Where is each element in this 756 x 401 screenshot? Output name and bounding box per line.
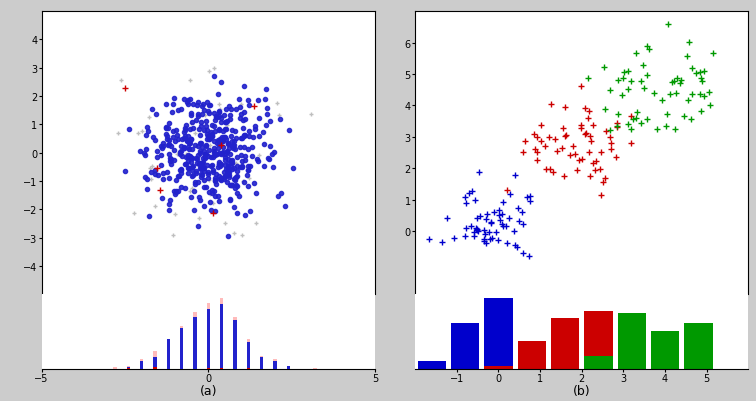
- Bar: [140, 361, 144, 369]
- Bar: [166, 339, 170, 369]
- Bar: [684, 323, 713, 369]
- Bar: [518, 341, 546, 369]
- Bar: [518, 341, 546, 369]
- Bar: [220, 368, 223, 369]
- Bar: [194, 312, 197, 369]
- Bar: [180, 328, 183, 369]
- Bar: [194, 317, 197, 369]
- Bar: [274, 359, 277, 369]
- Bar: [113, 367, 116, 369]
- Bar: [153, 351, 156, 369]
- Bar: [618, 313, 646, 369]
- Bar: [206, 303, 210, 369]
- Bar: [260, 358, 263, 369]
- Bar: [153, 358, 156, 369]
- Bar: [484, 298, 513, 369]
- Bar: [126, 368, 130, 369]
- Bar: [618, 356, 646, 369]
- Bar: [220, 304, 223, 369]
- Bar: [126, 366, 130, 369]
- Bar: [234, 320, 237, 369]
- X-axis label: (a): (a): [200, 385, 217, 397]
- Bar: [234, 317, 237, 369]
- Bar: [246, 368, 250, 369]
- Bar: [260, 356, 263, 369]
- Bar: [417, 361, 446, 369]
- Bar: [584, 311, 612, 369]
- Bar: [451, 323, 479, 369]
- Bar: [153, 367, 156, 369]
- Bar: [484, 367, 513, 369]
- Bar: [287, 367, 290, 369]
- Bar: [651, 331, 679, 369]
- Bar: [140, 359, 144, 369]
- Bar: [220, 298, 223, 369]
- Bar: [274, 361, 277, 369]
- Bar: [206, 368, 210, 369]
- Bar: [126, 367, 130, 369]
- Bar: [584, 356, 612, 369]
- Bar: [287, 367, 290, 369]
- X-axis label: (b): (b): [573, 385, 590, 397]
- Bar: [206, 310, 210, 369]
- Bar: [313, 368, 317, 369]
- Bar: [166, 340, 170, 369]
- Bar: [180, 326, 183, 369]
- Bar: [551, 318, 579, 369]
- Bar: [246, 340, 250, 369]
- Bar: [246, 342, 250, 369]
